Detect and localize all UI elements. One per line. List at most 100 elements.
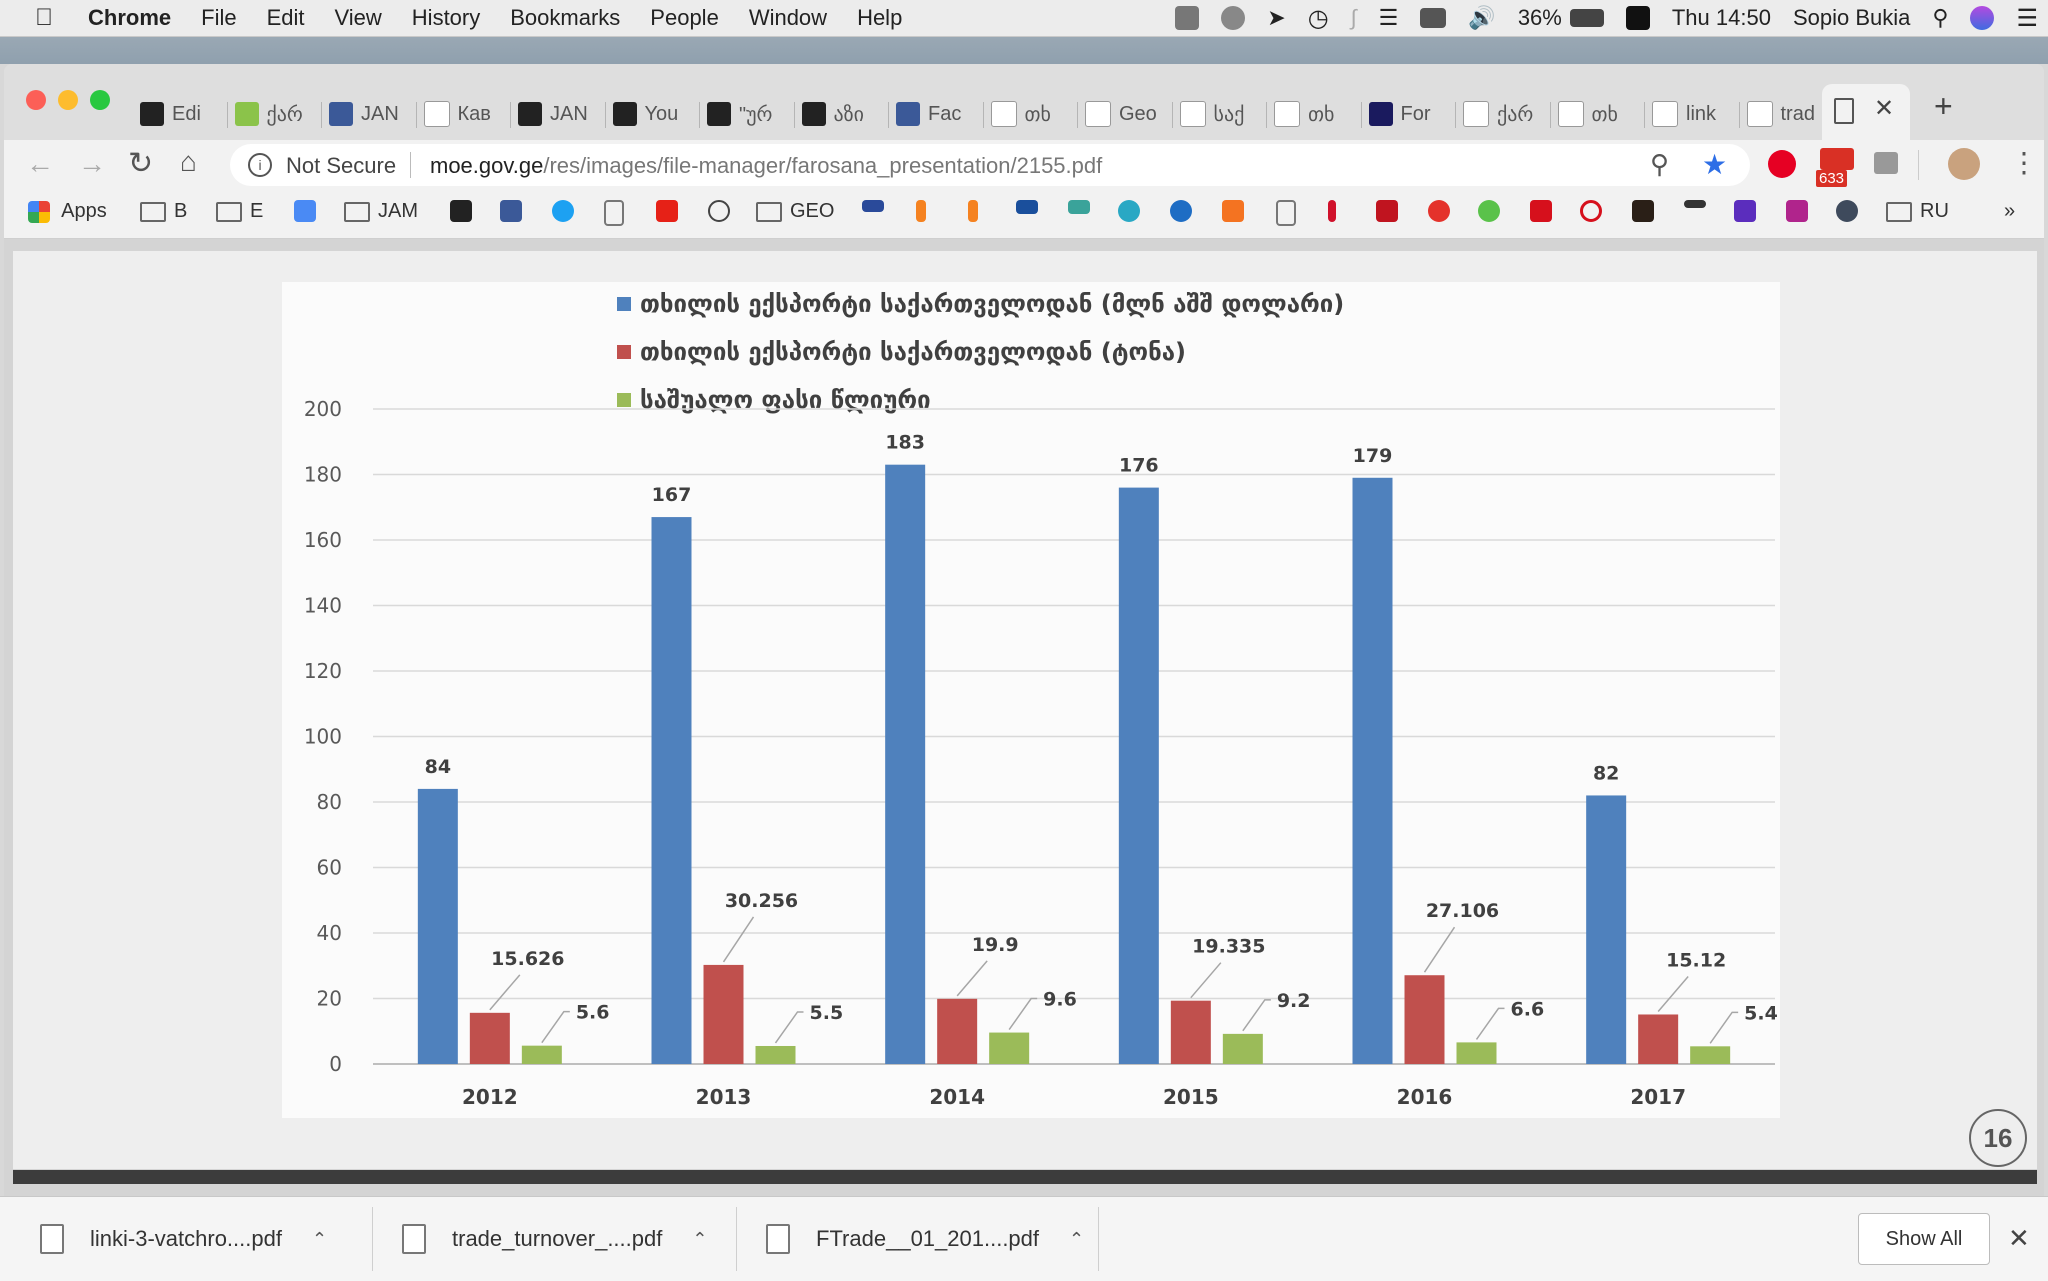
tab-6[interactable]: You bbox=[612, 92, 705, 136]
close-window-button[interactable] bbox=[26, 90, 46, 110]
pinterest-icon[interactable] bbox=[1768, 150, 1796, 178]
tiktok-icon[interactable] bbox=[1625, 6, 1650, 30]
menu-view[interactable]: View bbox=[334, 5, 382, 30]
chrome-menu-icon[interactable]: ⋮ bbox=[2010, 147, 2038, 178]
creative-cloud-icon[interactable] bbox=[1221, 6, 1246, 30]
download-item-2[interactable]: trade_turnover_....pdf ⌃ bbox=[402, 1197, 707, 1281]
download-item-1[interactable]: linki-3-vatchro....pdf ⌃ bbox=[40, 1197, 327, 1281]
dropbox-icon[interactable] bbox=[1175, 6, 1200, 30]
bookmark-orange[interactable] bbox=[1222, 200, 1244, 222]
bookmark-folder-jam[interactable]: JAM bbox=[344, 200, 418, 223]
bookmark-page[interactable] bbox=[604, 200, 624, 226]
bookmark-red-slash[interactable] bbox=[1328, 200, 1336, 222]
forward-button[interactable]: → bbox=[78, 148, 106, 179]
security-label[interactable]: Not Secure bbox=[286, 153, 397, 178]
chevron-up-icon[interactable]: ⌃ bbox=[1069, 1228, 1085, 1249]
menu-history[interactable]: History bbox=[411, 5, 481, 30]
apple-icon[interactable]:  bbox=[0, 4, 88, 32]
tab-14[interactable]: For bbox=[1368, 92, 1461, 136]
tab-active-pdf[interactable]: ✕ bbox=[1822, 84, 1910, 140]
tab-12[interactable]: საქ bbox=[1179, 92, 1272, 136]
bookmark-folder-geo[interactable]: GEO bbox=[756, 200, 834, 223]
tab-4[interactable]: Кав bbox=[423, 92, 516, 136]
spotlight-search-icon[interactable]: ⚲ bbox=[1932, 5, 1949, 30]
bookmark-google-translate[interactable] bbox=[294, 200, 316, 222]
bookmark-eye[interactable] bbox=[1118, 200, 1140, 222]
tab-13[interactable]: თხ bbox=[1274, 92, 1366, 136]
menu-file[interactable]: File bbox=[201, 5, 237, 30]
bookmark-star-icon[interactable]: ★ bbox=[1702, 149, 1728, 180]
bookmark-m[interactable] bbox=[1632, 200, 1654, 222]
download-item-3[interactable]: FTrade__01_201....pdf ⌃ bbox=[766, 1197, 1084, 1281]
chevron-up-icon[interactable]: ⌃ bbox=[311, 1228, 328, 1249]
bluetooth-icon[interactable]: ∫ bbox=[1350, 5, 1357, 30]
wifi-icon[interactable]: ☰ bbox=[1378, 5, 1399, 30]
address-bar[interactable]: i Not Secure moe.gov.ge/res/images/file-… bbox=[230, 144, 1750, 186]
tab-11[interactable]: Geo bbox=[1085, 92, 1177, 136]
tab-1[interactable]: Edi bbox=[140, 92, 232, 136]
minimize-window-button[interactable] bbox=[58, 90, 78, 110]
tab-9[interactable]: Fac bbox=[896, 92, 988, 136]
bookmark-folder-e[interactable]: E bbox=[216, 200, 263, 223]
bookmark-red-square[interactable] bbox=[1530, 200, 1552, 222]
bookmark-target[interactable] bbox=[1376, 200, 1398, 222]
bookmark-red-circle[interactable] bbox=[1428, 200, 1450, 222]
bookmark-h[interactable] bbox=[1836, 200, 1858, 222]
airplay-icon[interactable] bbox=[1420, 8, 1447, 28]
tab-2[interactable]: ქარ bbox=[234, 92, 327, 136]
volume-icon[interactable]: 🔊 bbox=[1468, 5, 1496, 30]
back-button[interactable]: ← bbox=[26, 148, 54, 179]
bookmark-green-swirl[interactable] bbox=[1478, 200, 1500, 222]
new-tab-button[interactable]: + bbox=[1934, 88, 1953, 124]
menu-window[interactable]: Window bbox=[748, 5, 828, 30]
zoom-icon[interactable]: ⚲ bbox=[1650, 149, 1670, 179]
user-name[interactable]: Sopio Bukia bbox=[1792, 5, 1911, 30]
tab-5[interactable]: JAN bbox=[518, 92, 610, 136]
tab-10[interactable]: თხ bbox=[990, 92, 1083, 136]
maximize-window-button[interactable] bbox=[90, 90, 110, 110]
pdf-viewer[interactable]: თხილის ექსპორტი საქართველოდან (მლნ აშშ დ… bbox=[4, 239, 2044, 1280]
bookmark-ipn[interactable] bbox=[862, 200, 884, 212]
tab-8[interactable]: აზი bbox=[801, 92, 894, 136]
notification-center-icon[interactable]: ☰ bbox=[2016, 4, 2038, 32]
bookmark-twitter[interactable] bbox=[552, 200, 574, 222]
bookmark-voa[interactable] bbox=[1016, 200, 1038, 214]
tab-3[interactable]: JAN bbox=[329, 92, 421, 136]
bookmark-e-news[interactable] bbox=[1170, 200, 1192, 222]
time-machine-icon[interactable]: ◷ bbox=[1307, 4, 1329, 32]
bookmark-r[interactable] bbox=[1734, 200, 1756, 222]
tab-15[interactable]: ქარ bbox=[1463, 92, 1555, 136]
bookmark-bbc[interactable] bbox=[1684, 200, 1706, 208]
profile-avatar[interactable] bbox=[1948, 148, 1980, 180]
tab-18[interactable]: trad bbox=[1746, 92, 1839, 136]
tab-17[interactable]: link bbox=[1652, 92, 1744, 136]
bookmark-oc[interactable] bbox=[1068, 200, 1090, 214]
extension-lock-icon[interactable] bbox=[1874, 152, 1898, 174]
bookmark-folder-ru[interactable]: RU bbox=[1886, 200, 1949, 223]
bookmark-apps[interactable]: Apps bbox=[28, 200, 107, 223]
bookmark-page2[interactable] bbox=[1276, 200, 1296, 226]
bookmark-rfe2[interactable] bbox=[968, 200, 978, 222]
url-text[interactable]: moe.gov.ge/res/images/file-manager/faros… bbox=[430, 153, 1102, 179]
menu-app-chrome[interactable]: Chrome bbox=[88, 5, 172, 30]
home-button[interactable]: ⌂ bbox=[180, 146, 197, 177]
bookmark-jam[interactable] bbox=[450, 200, 472, 222]
siri-icon[interactable] bbox=[1970, 6, 1995, 30]
bookmark-youtube[interactable] bbox=[656, 200, 678, 222]
close-downloads-icon[interactable]: ✕ bbox=[2008, 1223, 2030, 1253]
chevron-up-icon[interactable]: ⌃ bbox=[692, 1228, 708, 1249]
menu-edit[interactable]: Edit bbox=[266, 5, 305, 30]
bookmark-folder-b[interactable]: B bbox=[140, 200, 187, 223]
bookmark-drop[interactable] bbox=[708, 200, 730, 222]
show-all-downloads-button[interactable]: Show All bbox=[1858, 1213, 1990, 1265]
reload-button[interactable]: ↻ bbox=[128, 147, 154, 180]
clock[interactable]: Thu 14:50 bbox=[1671, 5, 1771, 30]
gmail-icon[interactable] bbox=[1820, 148, 1854, 170]
tab-16[interactable]: თხ bbox=[1557, 92, 1650, 136]
battery-icon[interactable] bbox=[1569, 9, 1604, 27]
menu-people[interactable]: People bbox=[650, 5, 719, 30]
bookmark-rfe1[interactable] bbox=[916, 200, 926, 222]
tab-7[interactable]: "ურ bbox=[707, 92, 799, 136]
bookmark-facebook[interactable] bbox=[500, 200, 522, 222]
menu-bookmarks[interactable]: Bookmarks bbox=[510, 5, 621, 30]
